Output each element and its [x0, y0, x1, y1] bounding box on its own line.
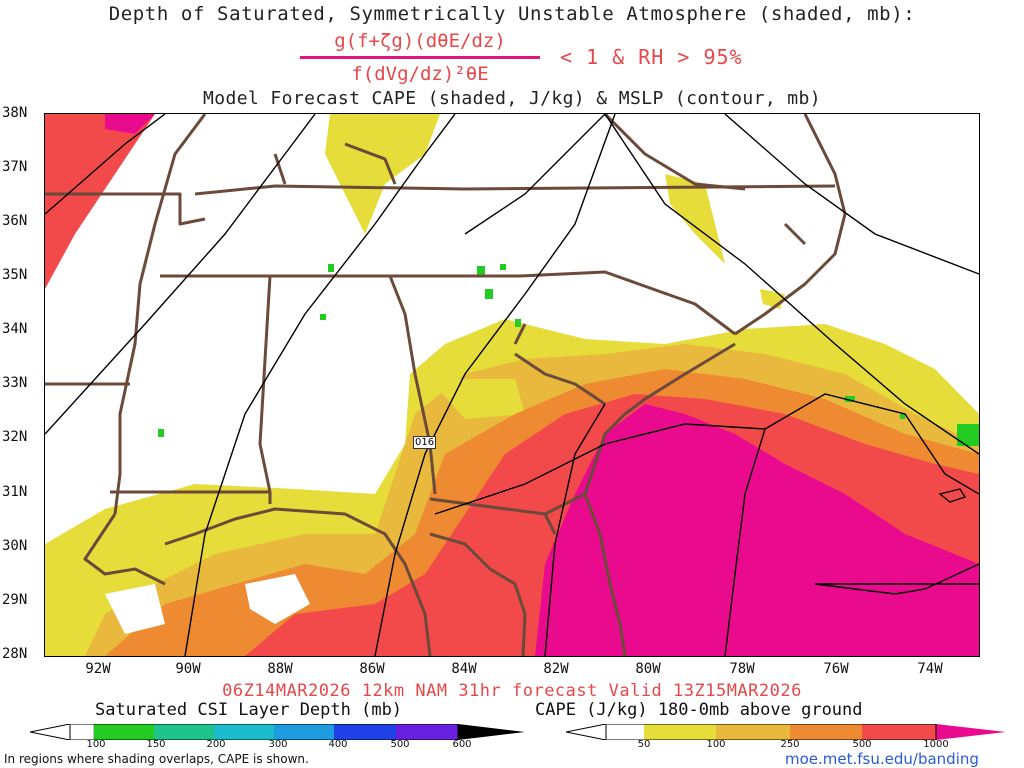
csi-colorbar-tick: 300: [268, 739, 288, 750]
csi-colorbar-title: Saturated CSI Layer Depth (mb): [95, 700, 403, 720]
csi-colorbar-tick: 150: [146, 739, 166, 750]
lon-label: 86W: [359, 661, 385, 677]
cape-colorbar-tick: 1000: [923, 739, 949, 750]
csi-colorbar-tick: 600: [452, 739, 472, 750]
cape-shading-1000: [105, 114, 979, 656]
csi-colorbar-tick: 200: [206, 739, 226, 750]
formula-numerator: g(f+ζg)(dθE/dz): [334, 30, 506, 52]
lon-label: 84W: [451, 661, 477, 677]
cape-colorbar-tick: 100: [706, 739, 726, 750]
cape-colorbar-tick: 50: [637, 739, 651, 750]
lat-label: 31N: [2, 484, 28, 500]
lon-label: 88W: [267, 661, 293, 677]
lon-label: 74W: [917, 661, 943, 677]
lat-label: 34N: [2, 321, 28, 337]
unshaded-gaps: [105, 574, 310, 634]
lon-label: 92W: [85, 661, 111, 677]
lat-label: 36N: [2, 213, 28, 229]
csi-colorbar-tick: 400: [328, 739, 348, 750]
source-url-link[interactable]: moe.met.fsu.edu/banding: [785, 750, 979, 768]
lat-label: 37N: [2, 159, 28, 175]
forecast-map: [44, 113, 980, 657]
mslp-isobars: [45, 114, 979, 656]
title-line-1: Depth of Saturated, Symmetrically Unstab…: [108, 3, 916, 25]
lat-label: 38N: [2, 105, 28, 121]
lat-label: 35N: [2, 267, 28, 283]
forecast-valid-line: 06Z14MAR2026 12km NAM 31hr forecast Vali…: [222, 681, 802, 701]
lat-label: 32N: [2, 429, 28, 445]
station-tag: 016: [413, 436, 437, 449]
political-borders: [45, 114, 847, 656]
lat-label: 29N: [2, 592, 28, 608]
lon-label: 82W: [543, 661, 569, 677]
csi-colorbar-tick: 500: [390, 739, 410, 750]
lon-label: 90W: [175, 661, 201, 677]
cape-colorbar-tick: 500: [852, 739, 872, 750]
title-line-2: Model Forecast CAPE (shaded, J/kg) & MSL…: [202, 88, 822, 109]
csi-colorbar-tick: 100: [86, 739, 106, 750]
formula-denominator: f(dVg/dz)²θE: [351, 63, 489, 85]
lat-label: 28N: [2, 646, 28, 662]
formula-fraction-bar: [300, 56, 540, 59]
lon-label: 78W: [729, 661, 755, 677]
lon-label: 80W: [635, 661, 661, 677]
lat-label: 33N: [2, 375, 28, 391]
overlap-note: In regions where shading overlaps, CAPE …: [4, 752, 309, 766]
csi-shading-100: [158, 264, 979, 446]
cape-colorbar-title: CAPE (J/kg) 180-0mb above ground: [535, 700, 863, 720]
lat-label: 30N: [2, 538, 28, 554]
cape-colorbar-tick: 250: [780, 739, 800, 750]
csi-formula: g(f+ζg)(dθE/dz) f(dVg/dz)²θE: [300, 28, 540, 87]
lon-label: 76W: [823, 661, 849, 677]
formula-condition: < 1 & RH > 95%: [560, 45, 743, 69]
